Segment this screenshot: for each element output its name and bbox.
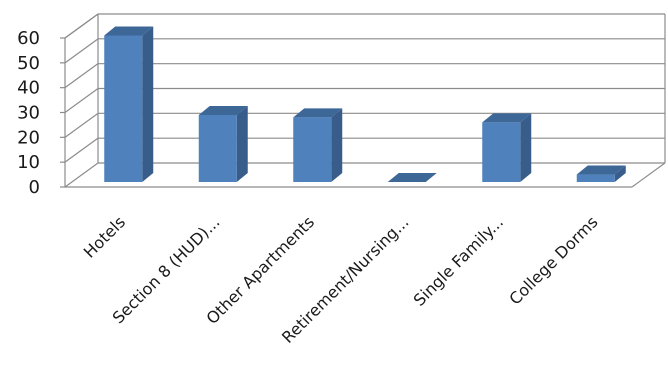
- floor-right-edge: [631, 162, 666, 188]
- bar-side: [614, 165, 626, 182]
- gridline-side-20: [64, 112, 99, 138]
- y-tick-label: 0: [29, 177, 40, 198]
- bar-top: [576, 165, 626, 175]
- bar-2: [293, 108, 343, 182]
- bar-side: [142, 26, 154, 182]
- x-tick-label: Single Family...: [410, 212, 507, 309]
- gridline-side-40: [64, 63, 99, 89]
- gridlines: [64, 13, 665, 188]
- gridline-side-0: [64, 162, 99, 188]
- bar-top: [198, 105, 248, 115]
- y-tick-label: 20: [17, 127, 40, 148]
- bar-front: [104, 35, 143, 182]
- bar-1: [198, 105, 248, 182]
- bar-side: [331, 108, 343, 182]
- bar-top: [104, 26, 154, 36]
- y-axis-ticks: 0 10 20 30 40 50 60: [17, 28, 65, 198]
- bar-top: [293, 108, 343, 118]
- x-tick-label: College Dorms: [505, 212, 601, 308]
- bar-0: [104, 26, 154, 182]
- y-tick-label: 60: [17, 28, 40, 49]
- bar-side: [520, 113, 532, 182]
- gridline-side-60: [64, 13, 99, 39]
- y-tick-label: 50: [17, 53, 40, 74]
- bar-front: [482, 122, 521, 182]
- bar-5: [576, 165, 626, 182]
- bar-top: [482, 113, 532, 123]
- y-tick-label: 10: [17, 152, 40, 173]
- bar-top: [387, 173, 437, 182]
- bar-front: [293, 117, 332, 182]
- chart-walls: [64, 13, 666, 188]
- bar-side: [236, 105, 248, 182]
- gridline-side-30: [64, 88, 99, 113]
- y-tick-label: 30: [17, 103, 40, 124]
- y-tick-label: 40: [17, 78, 40, 99]
- x-tick-label: Hotels: [80, 212, 129, 261]
- bars: [104, 26, 626, 182]
- gridline-side-50: [64, 38, 99, 64]
- bar-front: [198, 114, 237, 182]
- bar-4: [482, 113, 532, 182]
- bar-front: [576, 174, 615, 182]
- bar-3: [387, 173, 437, 182]
- gridline-side-10: [64, 137, 99, 163]
